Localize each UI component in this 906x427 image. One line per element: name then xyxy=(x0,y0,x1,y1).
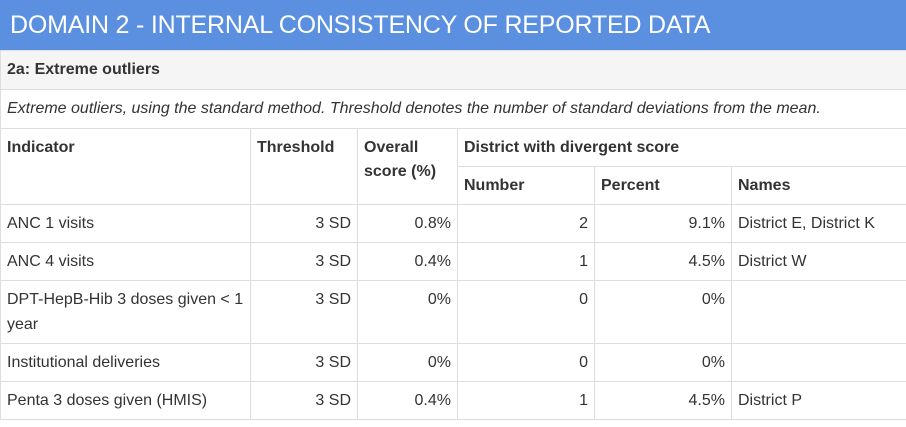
overall-score-cell: 0.4% xyxy=(357,381,458,420)
names-cell xyxy=(730,343,906,382)
percent-cell: 0% xyxy=(594,280,732,344)
number-cell: 0 xyxy=(457,280,595,344)
domain-title: DOMAIN 2 - INTERNAL CONSISTENCY OF REPOR… xyxy=(0,0,906,50)
indicator-cell: ANC 4 visits xyxy=(0,242,251,281)
percent-cell: 4.5% xyxy=(594,242,732,281)
threshold-cell: 3 SD xyxy=(250,280,358,344)
number-cell: 2 xyxy=(457,204,595,243)
outliers-table: 2a: Extreme outliers Extreme outliers, u… xyxy=(0,50,906,420)
table-row: Institutional deliveries 3 SD 0% 0 0% xyxy=(0,343,906,382)
names-cell: District E, District K xyxy=(730,204,906,243)
number-cell: 1 xyxy=(457,381,595,420)
header-district-group: District with divergent score xyxy=(456,128,906,167)
number-cell: 1 xyxy=(457,242,595,281)
header-row: Indicator Threshold Overall score (%) Di… xyxy=(0,128,906,205)
overall-score-cell: 0% xyxy=(357,280,458,344)
percent-cell: 4.5% xyxy=(594,381,732,420)
indicator-cell: Penta 3 doses given (HMIS) xyxy=(0,381,251,420)
percent-cell: 0% xyxy=(594,343,732,382)
table-row: ANC 1 visits 3 SD 0.8% 2 9.1% District E… xyxy=(0,204,906,243)
threshold-cell: 3 SD xyxy=(250,204,358,243)
header-overall-score: Overall score (%) xyxy=(357,128,458,205)
header-threshold: Threshold xyxy=(250,128,358,205)
threshold-cell: 3 SD xyxy=(250,242,358,281)
names-cell: District P xyxy=(730,381,906,420)
names-cell: District W xyxy=(730,242,906,281)
number-cell: 0 xyxy=(457,343,595,382)
header-indicator: Indicator xyxy=(0,128,251,205)
overall-score-cell: 0.8% xyxy=(357,204,458,243)
indicator-cell: ANC 1 visits xyxy=(0,204,251,243)
header-names: Names xyxy=(730,166,906,205)
percent-cell: 9.1% xyxy=(594,204,732,243)
indicator-cell: DPT-HepB-Hib 3 doses given < 1 year xyxy=(0,280,251,344)
threshold-cell: 3 SD xyxy=(250,343,358,382)
overall-score-cell: 0% xyxy=(357,343,458,382)
table-description: Extreme outliers, using the standard met… xyxy=(0,89,906,129)
table-row: DPT-HepB-Hib 3 doses given < 1 year 3 SD… xyxy=(0,280,906,344)
header-percent: Percent xyxy=(594,166,732,205)
threshold-cell: 3 SD xyxy=(250,381,358,420)
table-row: Penta 3 doses given (HMIS) 3 SD 0.4% 1 4… xyxy=(0,381,906,420)
names-cell xyxy=(730,280,906,344)
section-title: 2a: Extreme outliers xyxy=(0,50,906,90)
table-row: ANC 4 visits 3 SD 0.4% 1 4.5% District W xyxy=(0,242,906,281)
section-row: 2a: Extreme outliers xyxy=(0,50,906,90)
description-row: Extreme outliers, using the standard met… xyxy=(0,89,906,129)
overall-score-cell: 0.4% xyxy=(357,242,458,281)
indicator-cell: Institutional deliveries xyxy=(0,343,251,382)
header-number: Number xyxy=(457,166,595,205)
